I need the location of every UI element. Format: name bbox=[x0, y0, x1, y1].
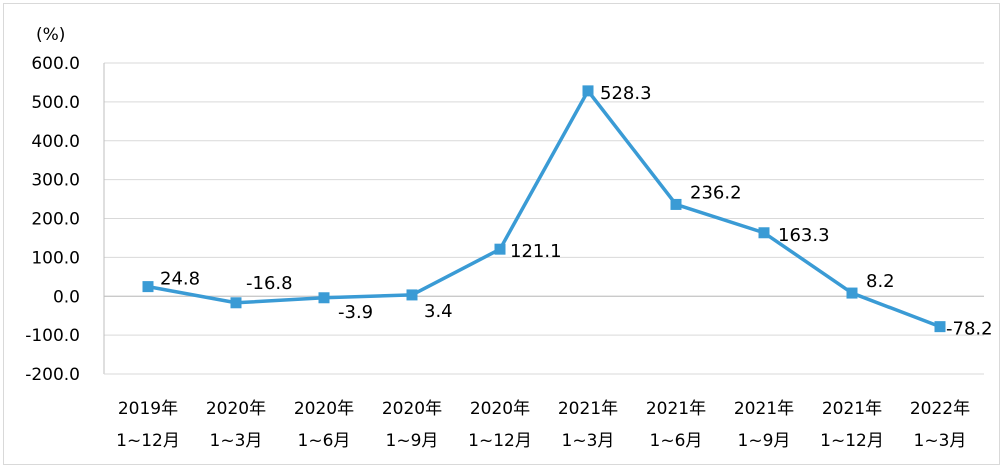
y-tick-label: 300.0 bbox=[31, 171, 80, 191]
data-label: -3.9 bbox=[338, 302, 373, 323]
x-category-period: 1~3月 bbox=[562, 431, 615, 451]
x-category-year: 2022年 bbox=[910, 399, 970, 419]
x-category-year: 2020年 bbox=[206, 399, 266, 419]
y-tick-label: 100.0 bbox=[31, 248, 80, 268]
x-category-period: 1~12月 bbox=[116, 431, 180, 451]
data-labels: 24.8 -16.8 -3.9 3.4 121.1 528.3 236.2 163.3 8.2 -… bbox=[160, 83, 993, 340]
x-category-period: 1~12月 bbox=[468, 431, 532, 451]
x-category-period: 1~6月 bbox=[298, 431, 351, 451]
data-point-marker bbox=[934, 321, 946, 333]
gridlines bbox=[104, 62, 984, 375]
x-category-period: 1~9月 bbox=[386, 431, 439, 451]
x-category-year: 2020年 bbox=[382, 399, 442, 419]
x-category-period: 1~3月 bbox=[210, 431, 263, 451]
x-category-year: 2019年 bbox=[118, 399, 178, 419]
x-category-period: 1~3月 bbox=[914, 431, 967, 451]
series-line bbox=[142, 85, 946, 333]
data-label: 3.4 bbox=[424, 301, 453, 322]
x-category-labels: 2019年 1~12月 2020年 1~3月 2020年 1~6月 2020年 1~9月 202… bbox=[116, 399, 970, 451]
data-label: 236.2 bbox=[690, 182, 742, 203]
series-polyline bbox=[147, 89, 941, 329]
data-point-marker bbox=[494, 243, 506, 255]
x-category-year: 2021年 bbox=[734, 399, 794, 419]
y-tick-label: 600.0 bbox=[31, 54, 80, 74]
data-label: 163.3 bbox=[778, 225, 830, 246]
x-category-year: 2020年 bbox=[294, 399, 354, 419]
axes bbox=[103, 63, 984, 375]
data-point-marker bbox=[846, 287, 858, 299]
data-point-marker bbox=[582, 85, 594, 97]
data-label: -78.2 bbox=[946, 319, 993, 340]
data-point-marker bbox=[670, 198, 682, 210]
x-category-period: 1~6月 bbox=[650, 431, 703, 451]
x-category-year: 2020年 bbox=[470, 399, 530, 419]
y-tick-labels: 600.0 500.0 400.0 300.0 200.0 100.0 0.0 -100.0 -… bbox=[25, 54, 80, 385]
y-tick-label: 200.0 bbox=[31, 210, 80, 230]
x-category-year: 2021年 bbox=[822, 399, 882, 419]
x-category-period: 1~9月 bbox=[738, 431, 791, 451]
data-point-marker bbox=[758, 227, 770, 239]
y-tick-label: -100.0 bbox=[25, 326, 80, 346]
x-category-year: 2021年 bbox=[646, 399, 706, 419]
data-point-marker bbox=[230, 297, 242, 309]
y-tick-label: 400.0 bbox=[31, 132, 80, 152]
y-tick-label: -200.0 bbox=[25, 365, 80, 385]
data-point-marker bbox=[406, 289, 418, 301]
chart-frame bbox=[3, 3, 1000, 465]
data-label: 8.2 bbox=[866, 271, 895, 292]
data-label: 528.3 bbox=[600, 83, 652, 104]
x-category-year: 2021年 bbox=[558, 399, 618, 419]
data-point-marker bbox=[318, 292, 330, 304]
y-tick-label: 0.0 bbox=[53, 287, 80, 307]
data-label: 24.8 bbox=[160, 269, 200, 290]
y-tick-label: 500.0 bbox=[31, 93, 80, 113]
data-point-marker bbox=[142, 281, 154, 293]
x-category-period: 1~12月 bbox=[820, 431, 884, 451]
data-label: 121.1 bbox=[510, 241, 562, 262]
y-axis-unit: (%) bbox=[36, 25, 65, 45]
data-label: -16.8 bbox=[246, 273, 293, 294]
